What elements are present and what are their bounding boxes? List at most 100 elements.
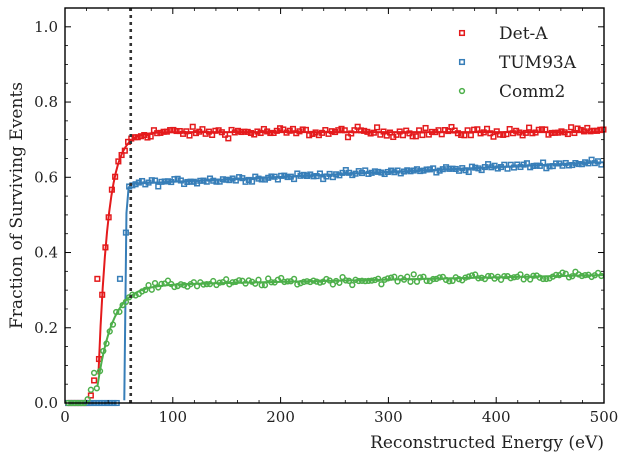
data-point bbox=[400, 168, 408, 175]
data-point bbox=[407, 278, 414, 285]
data-point bbox=[564, 130, 571, 138]
data-point bbox=[568, 124, 575, 131]
y-tick-label: 0.6 bbox=[34, 168, 58, 186]
data-point bbox=[362, 277, 369, 285]
data-point bbox=[584, 124, 591, 132]
data-point bbox=[189, 123, 196, 130]
data-point bbox=[484, 272, 492, 280]
data-point bbox=[313, 278, 320, 285]
data-point bbox=[377, 131, 384, 138]
data-point bbox=[352, 276, 359, 283]
data-point bbox=[219, 176, 226, 183]
data-point bbox=[303, 172, 311, 180]
data-point bbox=[173, 127, 180, 135]
data-point bbox=[436, 167, 443, 174]
data-point bbox=[543, 275, 550, 283]
data-point bbox=[341, 127, 348, 134]
data-point bbox=[542, 126, 549, 133]
data-point bbox=[338, 125, 345, 132]
data-point bbox=[535, 126, 542, 133]
data-point bbox=[297, 172, 304, 179]
y-tick-label: 0.2 bbox=[34, 319, 58, 337]
data-point bbox=[355, 277, 362, 285]
data-point bbox=[468, 272, 476, 279]
data-point bbox=[448, 123, 455, 131]
plot-area: 0 100 200 300 400 500 0.0 0.2 0.4 0.6 0.8 1.0 bbox=[34, 7, 618, 426]
data-point bbox=[487, 130, 494, 137]
data-point bbox=[186, 132, 193, 139]
data-point bbox=[530, 162, 537, 170]
data-point bbox=[375, 168, 382, 175]
data-point bbox=[467, 132, 474, 139]
data-point bbox=[190, 279, 197, 286]
fit-curve-comm2 bbox=[96, 274, 605, 387]
data-point bbox=[419, 132, 426, 139]
data-point bbox=[595, 158, 602, 165]
data-point bbox=[422, 124, 429, 132]
data-point bbox=[409, 133, 416, 140]
data-point bbox=[103, 340, 110, 347]
data-point bbox=[417, 274, 424, 281]
data-point bbox=[446, 278, 453, 285]
data-point bbox=[300, 171, 307, 178]
data-point bbox=[477, 130, 484, 137]
data-point bbox=[100, 347, 107, 355]
data-point bbox=[180, 281, 188, 289]
data-point bbox=[261, 282, 269, 289]
data-point bbox=[507, 275, 514, 282]
data-point bbox=[455, 275, 463, 283]
data-point bbox=[342, 277, 349, 284]
data-point bbox=[598, 161, 605, 168]
data-point bbox=[461, 132, 468, 139]
data-point bbox=[187, 178, 194, 185]
data-point bbox=[265, 275, 272, 282]
series-tum93a bbox=[65, 156, 605, 407]
data-point bbox=[170, 126, 177, 134]
data-point bbox=[527, 164, 534, 171]
y-tick-label: 0.4 bbox=[34, 244, 58, 262]
data-point bbox=[326, 277, 333, 284]
data-point bbox=[277, 274, 285, 282]
data-point bbox=[345, 277, 353, 284]
data-point bbox=[349, 281, 356, 289]
data-point bbox=[157, 129, 164, 136]
data-point bbox=[493, 128, 500, 135]
x-tick-label: 0 bbox=[60, 408, 70, 426]
data-point bbox=[310, 173, 317, 180]
data-point bbox=[328, 128, 335, 135]
data-point bbox=[368, 277, 375, 284]
data-point bbox=[281, 172, 288, 179]
data-point bbox=[234, 127, 242, 134]
data-point bbox=[449, 165, 456, 172]
data-point bbox=[410, 271, 417, 278]
data-point bbox=[307, 278, 314, 286]
data-point bbox=[122, 298, 130, 306]
data-point bbox=[93, 385, 100, 392]
data-point bbox=[255, 276, 262, 283]
data-point bbox=[446, 165, 453, 172]
data-point bbox=[581, 271, 589, 279]
series-layer bbox=[65, 123, 607, 407]
data-point bbox=[472, 271, 479, 278]
data-point bbox=[522, 129, 529, 136]
data-point bbox=[548, 129, 555, 137]
y-tick-label: 1.0 bbox=[34, 18, 58, 36]
data-point bbox=[371, 168, 378, 175]
data-point bbox=[236, 174, 243, 181]
x-tick-label: 300 bbox=[374, 408, 403, 426]
data-point bbox=[441, 127, 449, 134]
data-point bbox=[394, 278, 401, 285]
data-point bbox=[420, 273, 427, 280]
y-tick-label: 0.8 bbox=[34, 93, 58, 111]
data-point bbox=[540, 159, 547, 166]
data-point bbox=[420, 167, 427, 174]
data-point bbox=[485, 161, 492, 168]
data-point bbox=[449, 277, 456, 285]
data-point bbox=[386, 129, 394, 136]
data-point bbox=[291, 176, 298, 183]
data-point bbox=[209, 131, 216, 139]
data-point bbox=[121, 147, 128, 154]
data-point bbox=[238, 128, 245, 136]
data-point bbox=[501, 273, 508, 280]
